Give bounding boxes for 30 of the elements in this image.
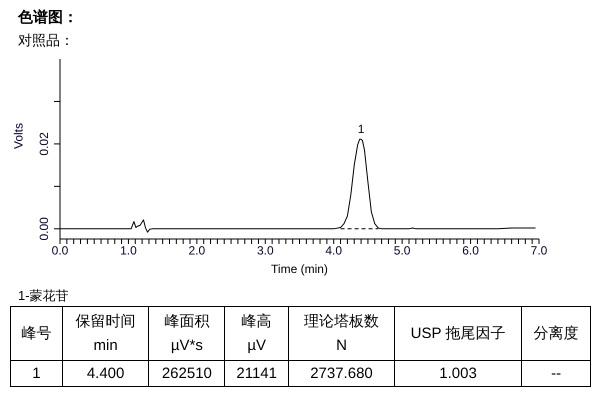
x-tick-label: 2.0	[188, 244, 206, 258]
chart-title: 色谱图：	[18, 8, 78, 27]
text: 262510	[149, 362, 224, 386]
text: 分离度	[532, 324, 580, 344]
text: 21141	[225, 362, 288, 386]
text: 2737.680	[289, 362, 394, 386]
y-tick-label: 0.02	[37, 132, 51, 156]
text: 1	[11, 362, 62, 386]
text: 峰号	[20, 324, 52, 344]
x-tick-label: 5.0	[394, 244, 411, 258]
text: 保留时间 min	[62, 310, 148, 358]
text: 峰高 µV	[225, 310, 288, 358]
x-tick-label: 6.0	[462, 244, 480, 258]
x-tick-label: 1.0	[120, 244, 138, 258]
x-tick-label: 7.0	[530, 244, 548, 258]
text: USP 拖尾因子	[410, 324, 506, 344]
text: 峰面积 µV*s	[149, 310, 224, 358]
annotation: 1	[358, 122, 365, 136]
text: 4.400	[62, 362, 148, 386]
x-axis-title: Time (min)	[271, 262, 328, 276]
x-tick-label: 0.0	[52, 244, 69, 258]
x-tick-label: 4.0	[325, 244, 342, 258]
y-tick-label: 0.00	[37, 216, 51, 240]
y-axis-title: Volts	[11, 122, 26, 149]
x-tick-label: 3.0	[256, 244, 274, 258]
text: 理论塔板数 N	[289, 310, 394, 358]
text: 1.003	[394, 362, 522, 386]
text: 1-蒙花苷	[18, 287, 69, 305]
text: --	[522, 362, 590, 386]
chart-subtitle: 对照品：	[18, 32, 74, 50]
